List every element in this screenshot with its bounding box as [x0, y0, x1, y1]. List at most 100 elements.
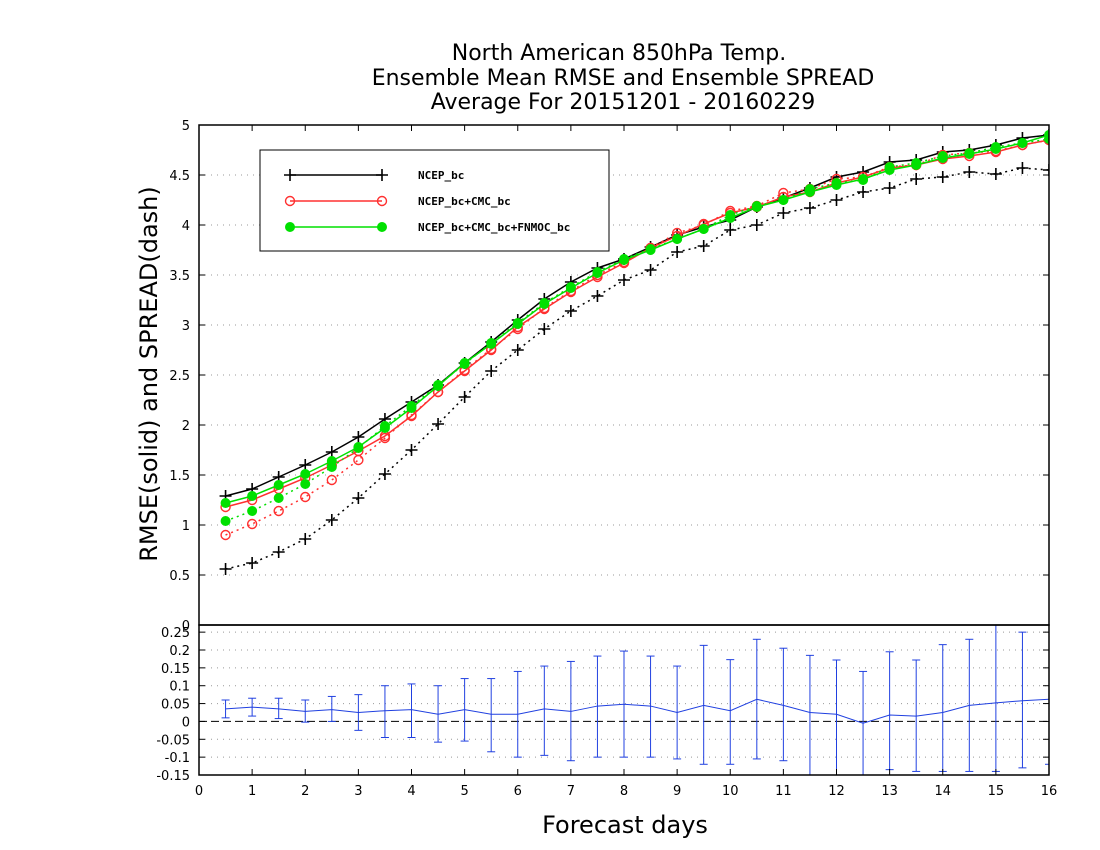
spread-point — [272, 546, 285, 558]
bottom-y-tick-label: 0.2 — [169, 644, 190, 659]
spread-point — [697, 240, 710, 252]
rmse-point — [406, 403, 417, 413]
bottom-y-tick-label: -0.1 — [165, 751, 190, 766]
spread-line — [225, 167, 1049, 570]
spread-point — [618, 274, 630, 286]
x-tick-label: 2 — [301, 784, 309, 799]
rmse-point — [725, 213, 736, 223]
top-y-tick-label: 4.5 — [169, 169, 190, 184]
spread-point — [538, 323, 551, 335]
bottom-panel-frame — [198, 624, 1050, 776]
bottom-y-tick-label: -0.15 — [156, 769, 190, 784]
rmse-point — [858, 174, 869, 184]
top-y-tick-label: 2 — [182, 419, 190, 434]
spread-point — [300, 479, 311, 489]
rmse-point — [220, 498, 231, 508]
rmse-point — [353, 442, 364, 452]
legend-marker — [284, 169, 296, 181]
rmse-point — [911, 160, 922, 170]
x-tick-label: 13 — [881, 784, 898, 799]
title-line-2: Ensemble Mean RMSE and Ensemble SPREAD — [372, 66, 875, 91]
spread-point — [511, 344, 524, 356]
spread-point — [485, 365, 498, 377]
top-y-tick-label: 2.5 — [169, 369, 190, 384]
rmse-point — [831, 180, 842, 190]
top-y-tick-label: 5 — [182, 119, 190, 134]
spread-point — [247, 506, 258, 516]
bottom-y-tick-label: 0.05 — [161, 698, 190, 713]
bottom-panel-series — [221, 625, 1049, 775]
spread-point — [564, 305, 577, 317]
spread-point — [1016, 162, 1029, 174]
rmse-point — [325, 446, 338, 458]
spread-point — [432, 418, 445, 430]
spread-point — [220, 529, 231, 541]
rmse-point — [778, 195, 789, 205]
series-2 — [220, 130, 1049, 526]
spread-point — [910, 173, 923, 185]
spread-point — [963, 166, 976, 178]
rmse-point — [964, 149, 975, 159]
rmse-point — [273, 480, 284, 490]
rmse-point — [565, 283, 576, 293]
spread-point — [591, 290, 604, 302]
spread-point — [644, 264, 657, 276]
x-tick-label: 9 — [673, 784, 681, 799]
bottom-y-tick-label: -0.05 — [156, 733, 190, 748]
x-tick-label: 15 — [988, 784, 1005, 799]
spread-point — [750, 219, 763, 231]
rmse-point — [433, 381, 444, 391]
x-tick-label: 7 — [567, 784, 575, 799]
rmse-point — [592, 268, 603, 278]
legend-marker — [285, 222, 295, 232]
spread-point — [883, 182, 896, 194]
difference-line — [225, 698, 1049, 724]
spread-point — [352, 492, 365, 504]
top-series-clipped — [219, 129, 1049, 575]
bottom-y-tick-label: 0.25 — [161, 626, 190, 641]
spread-point — [220, 516, 231, 526]
top-y-tick-label: 1 — [182, 519, 190, 534]
spread-point — [219, 563, 232, 575]
spread-point — [325, 514, 338, 526]
title-line-1: North American 850hPa Temp. — [452, 41, 787, 66]
spread-point — [405, 444, 418, 456]
rmse-point — [884, 165, 895, 175]
rmse-point — [247, 491, 258, 501]
x-tick-label: 6 — [514, 784, 522, 799]
rmse-point — [352, 431, 365, 443]
spread-point — [857, 186, 870, 198]
legend-label: NCEP_bc+CMC_bc+FNMOC_bc — [418, 221, 570, 234]
rmse-point — [698, 224, 709, 234]
top-y-tick-label: 0.5 — [169, 569, 190, 584]
rmse-point — [326, 456, 337, 466]
rmse-point — [379, 423, 390, 433]
rmse-point — [751, 202, 762, 212]
spread-point — [246, 518, 258, 530]
x-tick-label: 3 — [354, 784, 362, 799]
bottom-y-tick-label: 0.1 — [169, 680, 190, 695]
legend-label: NCEP_bc — [418, 169, 464, 182]
legend-marker — [377, 222, 387, 232]
top-y-tick-label: 3 — [182, 319, 190, 334]
top-y-tick-label: 1.5 — [169, 469, 190, 484]
rmse-point — [645, 245, 656, 255]
spread-point — [273, 505, 284, 517]
legend-marker — [376, 169, 388, 181]
legend-marker — [376, 195, 388, 207]
top-y-tick-label: 3.5 — [169, 269, 190, 284]
bottom-series-clipped — [221, 625, 1049, 775]
spread-point — [300, 491, 311, 503]
spread-point — [353, 454, 364, 466]
top-y-tick-label: 0 — [182, 619, 190, 634]
rmse-point — [459, 358, 470, 368]
x-tick-label: 1 — [248, 784, 256, 799]
legend-marker — [284, 195, 296, 207]
rmse-point — [486, 339, 497, 349]
bottom-y-tick-label: 0 — [182, 715, 190, 730]
x-axis-label: Forecast days — [542, 811, 708, 839]
spread-point — [458, 391, 471, 403]
rmse-point — [300, 469, 311, 479]
spread-point — [246, 557, 259, 569]
